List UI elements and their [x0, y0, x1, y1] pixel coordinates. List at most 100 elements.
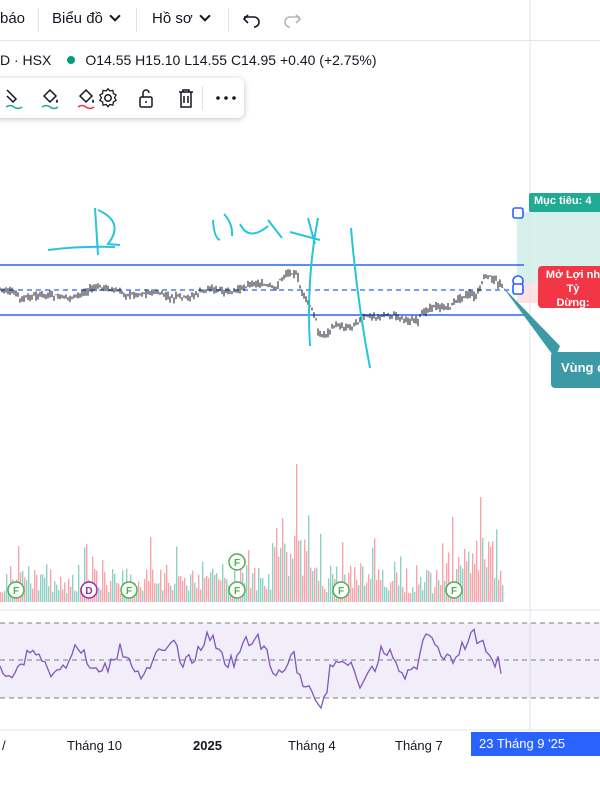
- volume-bar: [492, 541, 494, 602]
- target-handle[interactable]: [512, 207, 524, 219]
- volume-bar: [148, 580, 150, 602]
- ohlc-high: H15.10: [135, 52, 181, 68]
- entry-label[interactable]: Mở Lợi nh Tỷ Dừng:: [538, 266, 600, 308]
- top-toolbar: báo Biểu đồ Hồ sơ: [0, 0, 600, 41]
- event-label: F: [234, 586, 240, 597]
- volume-bar: [288, 575, 290, 602]
- volume-bar: [80, 588, 82, 602]
- volume-bar: [70, 586, 72, 602]
- volume-bar: [60, 576, 62, 602]
- volume-bar: [494, 578, 496, 602]
- event-marker[interactable]: [228, 581, 246, 599]
- volume-bar: [204, 577, 206, 602]
- volume-bar: [426, 569, 428, 602]
- volume-bar: [452, 516, 454, 602]
- volume-bar: [326, 592, 328, 602]
- volume-bar: [310, 567, 312, 602]
- volume-bar: [172, 590, 174, 602]
- volume-bar: [270, 589, 272, 602]
- background-color-icon[interactable]: [74, 86, 98, 110]
- volume-bar: [300, 540, 302, 602]
- volume-bar: [28, 566, 30, 602]
- volume-bar: [40, 574, 42, 602]
- volume-bar: [292, 558, 294, 602]
- volume-bar: [92, 556, 94, 602]
- volume-bar: [464, 548, 466, 602]
- volume-bar: [416, 565, 418, 602]
- price-chart[interactable]: F D F F F F F: [0, 0, 600, 732]
- volume-bar: [374, 538, 376, 602]
- volume-bar: [142, 590, 144, 602]
- market-status-dot: [67, 56, 76, 64]
- volume-bar: [472, 553, 474, 602]
- volume-bar: [322, 586, 324, 602]
- ohlc-change: +0.40 (+2.75%): [279, 52, 377, 68]
- settings-icon[interactable]: [96, 86, 120, 110]
- volume-bar: [184, 578, 186, 602]
- symbol-name[interactable]: D · HSX: [0, 52, 52, 68]
- volume-bar: [178, 576, 180, 602]
- profile-menu-button[interactable]: Hồ sơ: [152, 10, 211, 27]
- volume-bar: [286, 552, 288, 602]
- events-row: F D F F F F F: [7, 553, 463, 599]
- volume-bar: [476, 540, 478, 602]
- volume-bar: [42, 574, 44, 602]
- volume-bar: [410, 593, 412, 602]
- volume-bar: [298, 540, 300, 602]
- event-marker[interactable]: [7, 581, 25, 599]
- volume-bar: [76, 591, 78, 602]
- volume-bar: [264, 585, 266, 602]
- volume-bar: [308, 515, 310, 602]
- volume-bar: [200, 589, 202, 602]
- rsi-line: [0, 628, 502, 710]
- target-label[interactable]: Mục tiêu: 4: [529, 193, 600, 212]
- volume-bar: [324, 589, 326, 602]
- event-marker[interactable]: [228, 553, 246, 571]
- volume-bar: [212, 568, 214, 602]
- event-marker[interactable]: [445, 581, 463, 599]
- chart-menu-button[interactable]: Biểu đồ: [52, 10, 121, 27]
- volume-bar: [232, 593, 234, 602]
- event-marker[interactable]: [80, 581, 98, 599]
- volume-bar: [368, 574, 370, 602]
- volume-bar: [378, 569, 380, 602]
- toolbar-divider: [202, 86, 203, 110]
- volume-bar: [444, 580, 446, 602]
- event-marker[interactable]: [120, 581, 138, 599]
- volume-bar: [56, 584, 58, 602]
- volume-bar: [138, 581, 140, 602]
- volume-bar: [498, 579, 500, 602]
- volume-bar: [18, 546, 20, 602]
- volume-bar: [30, 583, 32, 602]
- fill-color-icon[interactable]: [38, 86, 62, 110]
- volume-bar: [216, 573, 218, 602]
- volume-bar: [26, 580, 28, 602]
- alerts-button[interactable]: báo: [0, 10, 26, 27]
- volume-bar: [120, 593, 122, 602]
- tooltip-pointer: [502, 286, 560, 358]
- volume-bar: [144, 578, 146, 602]
- event-marker[interactable]: [332, 581, 350, 599]
- volume-bar: [394, 561, 396, 602]
- volume-bar: [306, 551, 308, 602]
- volume-bar: [214, 574, 216, 602]
- volume-bar: [466, 561, 468, 602]
- volume-bar: [254, 567, 256, 602]
- volume-bar: [490, 546, 492, 602]
- undo-icon[interactable]: [242, 10, 262, 30]
- volume-bar: [196, 588, 198, 602]
- volume-bar: [110, 580, 112, 602]
- stop-handle[interactable]: [512, 283, 524, 295]
- delete-icon[interactable]: [174, 86, 198, 110]
- volume-bar: [370, 579, 372, 602]
- more-icon[interactable]: [214, 86, 238, 110]
- volume-bar: [480, 497, 482, 602]
- time-axis-edge-tick: /: [2, 738, 6, 753]
- volume-bar: [428, 570, 430, 602]
- volume-bar: [98, 587, 100, 602]
- redo-icon[interactable]: [282, 10, 302, 30]
- time-label-apr: Tháng 4: [288, 738, 336, 753]
- volume-bar: [74, 590, 76, 602]
- lock-icon[interactable]: [134, 86, 158, 110]
- line-color-icon[interactable]: [2, 86, 26, 110]
